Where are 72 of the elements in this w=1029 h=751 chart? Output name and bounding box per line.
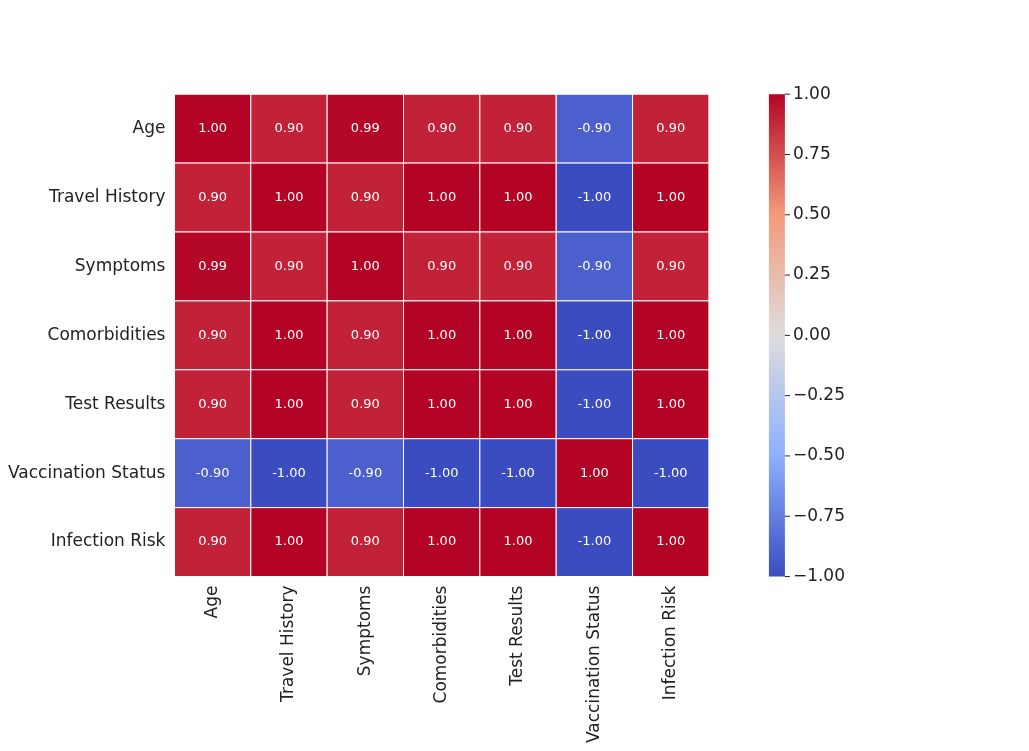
data-label: 1.00 xyxy=(350,257,380,273)
color-bar-label: −1.00 xyxy=(792,564,846,585)
data-label: -1.00 xyxy=(653,464,688,480)
x-tick-label: Age xyxy=(201,585,222,619)
data-label: -1.00 xyxy=(272,464,306,480)
data-label: 1.00 xyxy=(427,533,457,549)
y-tick-label: Comorbidities xyxy=(47,323,166,344)
data-label: 1.00 xyxy=(656,533,686,549)
y-tick-label: Infection Risk xyxy=(50,530,166,551)
data-label: 1.00 xyxy=(427,395,457,411)
data-label: 0.90 xyxy=(656,257,686,273)
data-label: 1.00 xyxy=(503,533,533,549)
data-label: -0.90 xyxy=(577,120,612,136)
data-label: 1.00 xyxy=(503,395,533,411)
data-label: 0.90 xyxy=(503,120,533,136)
data-label: 0.90 xyxy=(198,188,228,204)
data-label: 0.90 xyxy=(350,188,380,204)
y-tick-label: Travel History xyxy=(48,185,166,206)
x-tick-label: Infection Risk xyxy=(659,585,680,701)
data-label: 0.90 xyxy=(350,533,380,549)
y-tick-label: Vaccination Status xyxy=(7,461,166,482)
color-bar-label: 0.00 xyxy=(792,323,831,344)
color-bar-label: −0.25 xyxy=(792,384,846,405)
data-label: 0.90 xyxy=(198,326,228,342)
data-label: 1.00 xyxy=(503,326,533,342)
data-label: 0.90 xyxy=(274,120,304,136)
data-label: 1.00 xyxy=(274,533,304,549)
data-label: 1.00 xyxy=(579,464,609,480)
data-label: 0.90 xyxy=(503,257,533,273)
data-label: 1.00 xyxy=(656,395,686,411)
color-bar-label: 0.50 xyxy=(792,203,831,224)
data-label: -1.00 xyxy=(501,464,535,480)
data-label: -1.00 xyxy=(577,395,612,411)
data-label: 1.00 xyxy=(427,188,457,204)
data-label: 1.00 xyxy=(274,188,304,204)
data-label: 1.00 xyxy=(656,326,686,342)
data-label: -1.00 xyxy=(577,326,612,342)
data-label: 0.99 xyxy=(350,120,380,136)
data-label: 0.90 xyxy=(198,533,228,549)
data-label: 0.90 xyxy=(198,395,228,411)
data-label: 0.90 xyxy=(350,326,380,342)
y-tick-label: Symptoms xyxy=(74,254,166,275)
x-tick-label: Symptoms xyxy=(353,585,374,677)
data-label: -1.00 xyxy=(424,464,459,480)
data-label: -0.90 xyxy=(577,257,612,273)
data-label: 1.00 xyxy=(198,120,228,136)
data-label: 1.00 xyxy=(274,395,304,411)
x-tick-label: Vaccination Status xyxy=(582,585,603,744)
data-label: 0.90 xyxy=(274,257,304,273)
data-label: -1.00 xyxy=(577,533,612,549)
data-label: -0.90 xyxy=(348,464,383,480)
x-tick-label: Test Results xyxy=(506,585,527,687)
color-bar-label: 1.00 xyxy=(792,82,831,103)
data-label: 0.90 xyxy=(427,120,457,136)
data-label: 1.00 xyxy=(656,188,686,204)
y-tick-label: Test Results xyxy=(64,392,166,413)
x-tick-label: Travel History xyxy=(277,585,298,703)
y-tick-label: Age xyxy=(132,117,166,138)
x-tick-label: Comorbidities xyxy=(430,585,451,704)
data-label: 0.90 xyxy=(350,395,380,411)
color-bar-label: 0.25 xyxy=(792,263,831,284)
data-label: -0.90 xyxy=(195,464,230,480)
data-label: 1.00 xyxy=(274,326,304,342)
color-bar-label: −0.50 xyxy=(792,444,846,465)
data-label: 0.99 xyxy=(198,257,228,273)
color-bar-label: 0.75 xyxy=(792,142,831,163)
color-bar-label: −0.75 xyxy=(792,504,846,525)
data-label: 0.90 xyxy=(656,120,686,136)
data-label: 1.00 xyxy=(427,326,457,342)
data-label: 0.90 xyxy=(427,257,457,273)
data-label: 1.00 xyxy=(503,188,533,204)
data-label: -1.00 xyxy=(577,188,612,204)
